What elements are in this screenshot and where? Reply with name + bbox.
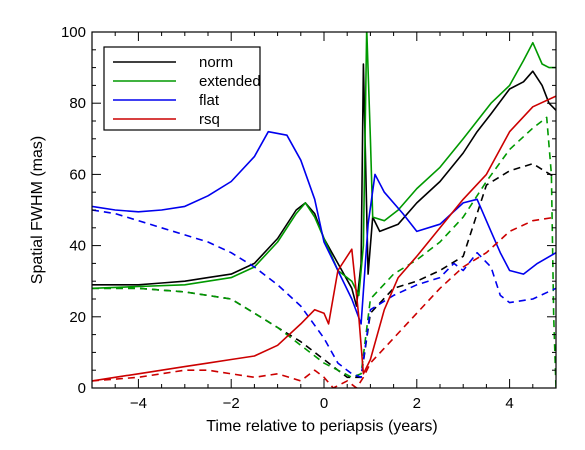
x-axis-label: Time relative to periapsis (years) bbox=[206, 418, 437, 435]
x-tick-label: 0 bbox=[320, 395, 328, 412]
legend: norm extended flat rsq bbox=[103, 46, 261, 131]
y-axis-label: Spatial FWHM (mas) bbox=[29, 136, 46, 284]
legend-box bbox=[103, 46, 261, 131]
y-tick-label: 40 bbox=[69, 238, 86, 255]
y-tick-label: 60 bbox=[69, 166, 86, 183]
series-line-flat-dashed bbox=[92, 209, 556, 379]
y-tick-label: 100 bbox=[61, 24, 86, 41]
x-tick-label: −2 bbox=[223, 395, 240, 412]
legend-label-rsq: rsq bbox=[199, 111, 220, 128]
x-tick-label: 4 bbox=[505, 395, 513, 412]
series-line-extended-dashed bbox=[92, 116, 556, 388]
x-tick-labels: −4 −2 0 2 4 bbox=[130, 395, 514, 412]
series-line-norm-solid bbox=[92, 63, 556, 307]
y-tick-label: 0 bbox=[78, 380, 86, 397]
y-tick-label: 80 bbox=[69, 95, 86, 112]
y-tick-label: 20 bbox=[69, 309, 86, 326]
series-line-rsq-dashed bbox=[92, 216, 556, 388]
legend-label-norm: norm bbox=[199, 54, 233, 71]
y-tick-labels: 0 20 40 60 80 100 bbox=[61, 24, 86, 397]
series-line-flat-solid bbox=[92, 130, 556, 325]
legend-label-extended: extended bbox=[199, 73, 261, 90]
x-tick-label: −4 bbox=[130, 395, 147, 412]
series-line-rsq-solid bbox=[92, 95, 556, 382]
x-tick-label: 2 bbox=[413, 395, 421, 412]
tick-layer bbox=[91, 31, 557, 389]
legend-label-flat: flat bbox=[199, 92, 220, 109]
series-layer bbox=[92, 32, 556, 388]
